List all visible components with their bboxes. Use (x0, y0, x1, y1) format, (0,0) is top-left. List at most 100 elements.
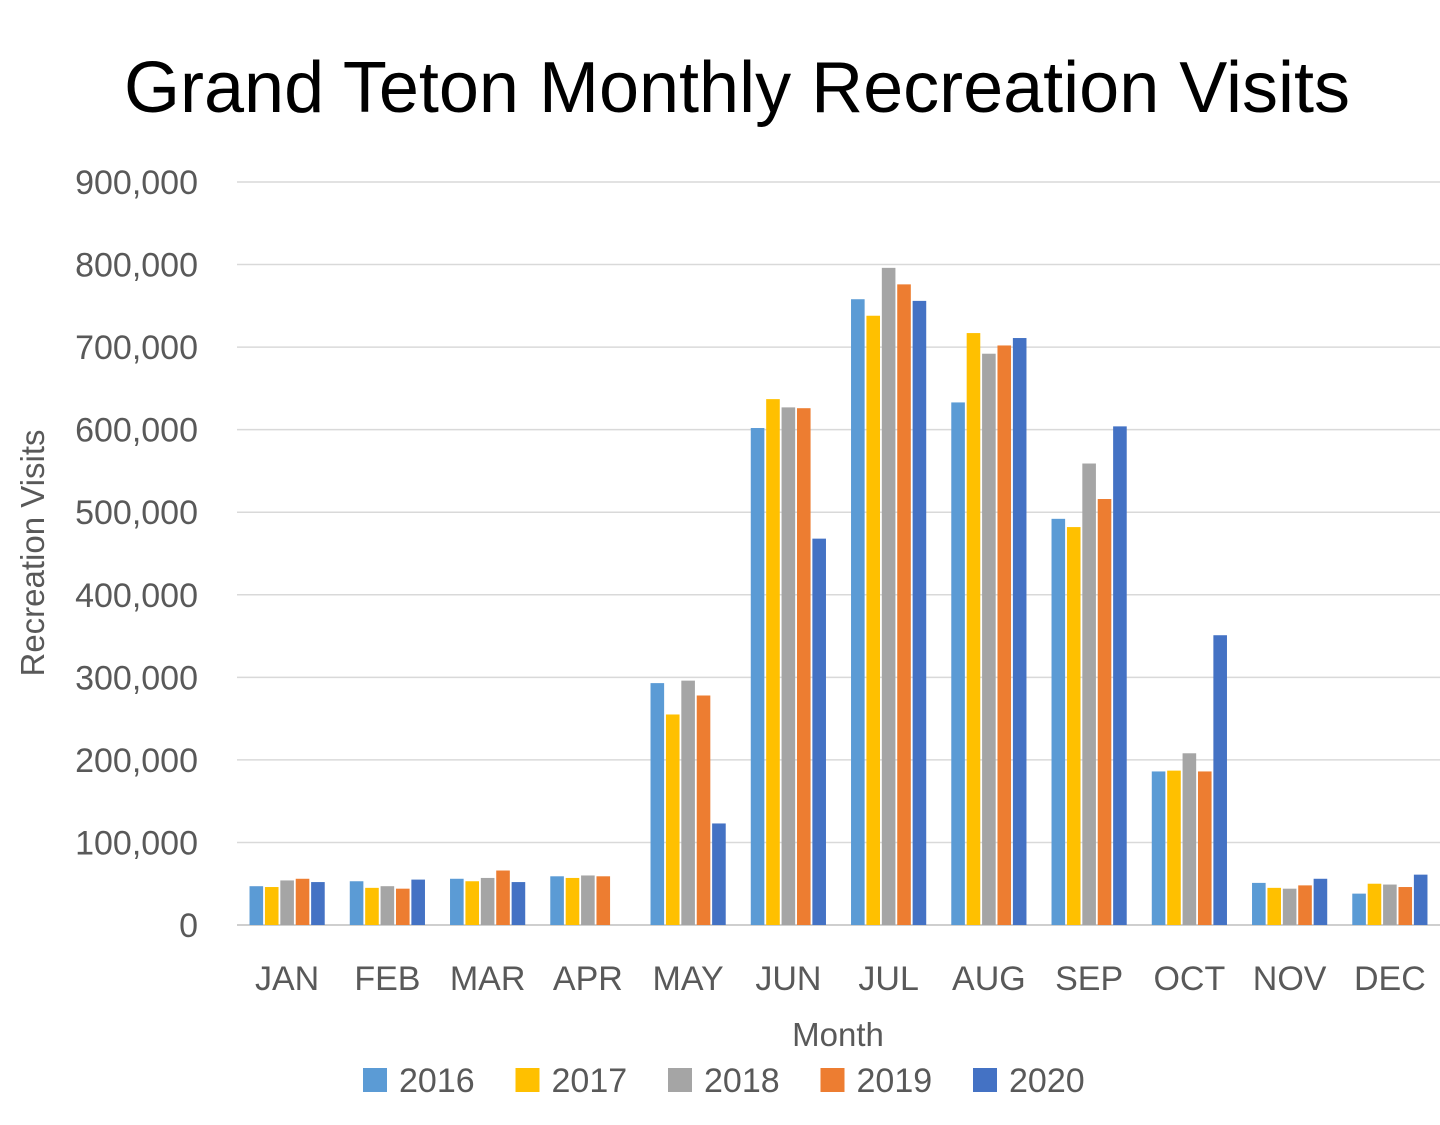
bar-feb-2020 (411, 879, 425, 925)
legend-swatch (515, 1068, 540, 1092)
x-tick-label: MAR (450, 960, 526, 998)
bar-jun-2016 (750, 428, 765, 925)
legend-entry: 2016 (399, 1062, 475, 1100)
bar-dec-2016 (1352, 893, 1366, 925)
bar-mar-2017 (465, 881, 480, 925)
bar-mar-2020 (511, 882, 526, 925)
legend-entry: 2020 (1009, 1062, 1085, 1100)
x-tick-label: APR (553, 960, 623, 998)
bar-mar-2016 (450, 878, 464, 925)
bar-jan-2018 (280, 880, 294, 925)
x-tick-label: OCT (1153, 960, 1225, 998)
bar-oct-2018 (1182, 753, 1197, 925)
bar-jun-2018 (781, 407, 796, 925)
bar-apr-2017 (565, 877, 580, 925)
x-tick-label: SEP (1055, 960, 1123, 998)
y-tick-label: 0 (179, 907, 198, 945)
bar-jan-2019 (295, 878, 310, 925)
bar-may-2020 (712, 823, 726, 925)
bar-feb-2016 (349, 881, 364, 925)
y-tick-label: 900,000 (75, 164, 198, 202)
bar-dec-2017 (1367, 883, 1382, 925)
x-tick-label: AUG (952, 960, 1026, 998)
bar-feb-2017 (365, 887, 379, 925)
x-tick-label: MAY (653, 960, 724, 998)
bar-nov-2019 (1298, 885, 1312, 925)
bar-jan-2020 (311, 882, 325, 925)
bar-nov-2018 (1282, 888, 1297, 925)
bar-sep-2020 (1113, 426, 1127, 925)
legend-swatch (363, 1068, 387, 1092)
bar-may-2016 (650, 683, 665, 925)
y-tick-label: 800,000 (75, 247, 198, 285)
chart-title: Grand Teton Monthly Recreation Visits (124, 48, 1350, 128)
legend-swatch (973, 1068, 997, 1092)
bar-dec-2020 (1413, 874, 1428, 925)
bar-sep-2016 (1051, 518, 1066, 925)
legend-swatch (820, 1068, 845, 1092)
gridlines (237, 181, 1440, 926)
x-tick-label: DEC (1354, 960, 1426, 998)
legend-entry: 2019 (857, 1062, 933, 1100)
bar-aug-2020 (1012, 338, 1027, 925)
bar-nov-2016 (1252, 882, 1266, 925)
bar-nov-2017 (1267, 887, 1282, 925)
bar-may-2018 (681, 680, 695, 925)
y-tick-label: 200,000 (75, 742, 198, 780)
y-tick-label: 400,000 (75, 577, 198, 615)
bar-feb-2018 (380, 886, 395, 925)
bar-jun-2017 (766, 399, 780, 926)
bar-jul-2016 (851, 299, 865, 925)
bar-oct-2020 (1213, 635, 1227, 925)
bar-aug-2019 (997, 345, 1012, 926)
x-tick-label: JUN (755, 960, 821, 998)
bar-mar-2018 (480, 877, 495, 925)
x-tick-label: JAN (255, 960, 319, 998)
legend-entry: 2018 (704, 1062, 780, 1100)
bar-jul-2018 (881, 267, 896, 925)
bar-apr-2016 (550, 876, 564, 925)
legend-entry: 2017 (552, 1062, 628, 1100)
bar-aug-2016 (951, 402, 965, 925)
bar-sep-2019 (1097, 499, 1112, 925)
x-tick-label: NOV (1253, 960, 1327, 998)
y-axis-ticks: 0 100,000 200,000 300,000 400,000 500,000 600,… (75, 164, 198, 945)
bars (249, 267, 1428, 926)
bar-may-2019 (696, 695, 711, 925)
x-tick-label: JUL (858, 960, 918, 998)
bar-jul-2017 (866, 315, 881, 925)
bar-aug-2017 (966, 333, 981, 925)
bar-apr-2019 (596, 876, 611, 925)
bar-sep-2017 (1066, 527, 1081, 925)
bar-oct-2017 (1167, 770, 1181, 925)
legend: 2016 2017 2018 2019 2020 (363, 1062, 1085, 1100)
x-axis-label: Month (792, 1016, 884, 1053)
bar-jul-2019 (897, 284, 911, 925)
bar-jun-2020 (812, 538, 826, 925)
y-tick-label: 700,000 (75, 329, 198, 367)
bar-sep-2018 (1082, 463, 1096, 925)
y-tick-label: 500,000 (75, 494, 198, 532)
bar-oct-2016 (1151, 771, 1166, 925)
x-axis-ticks: JAN FEB MAR APR MAY JUN JUL AUG SEP OCT NOV DEC (255, 960, 1426, 998)
bar-feb-2019 (395, 888, 410, 925)
legend-swatch (668, 1068, 692, 1092)
y-tick-label: 600,000 (75, 412, 198, 450)
bar-may-2017 (665, 714, 680, 925)
y-axis-label: Recreation Visits (14, 429, 51, 676)
bar-aug-2018 (982, 353, 996, 925)
bar-jan-2016 (249, 886, 264, 925)
y-tick-label: 300,000 (75, 659, 198, 697)
y-tick-label: 100,000 (75, 824, 198, 862)
bar-jan-2017 (264, 887, 279, 925)
bar-nov-2020 (1313, 878, 1328, 925)
bar-jun-2019 (796, 408, 811, 925)
bar-dec-2018 (1383, 884, 1397, 925)
x-tick-label: FEB (354, 960, 420, 998)
bar-apr-2018 (581, 875, 595, 925)
bar-dec-2019 (1398, 887, 1413, 925)
bar-oct-2019 (1197, 771, 1212, 925)
bar-jul-2020 (912, 300, 927, 925)
bar-mar-2019 (496, 870, 510, 925)
